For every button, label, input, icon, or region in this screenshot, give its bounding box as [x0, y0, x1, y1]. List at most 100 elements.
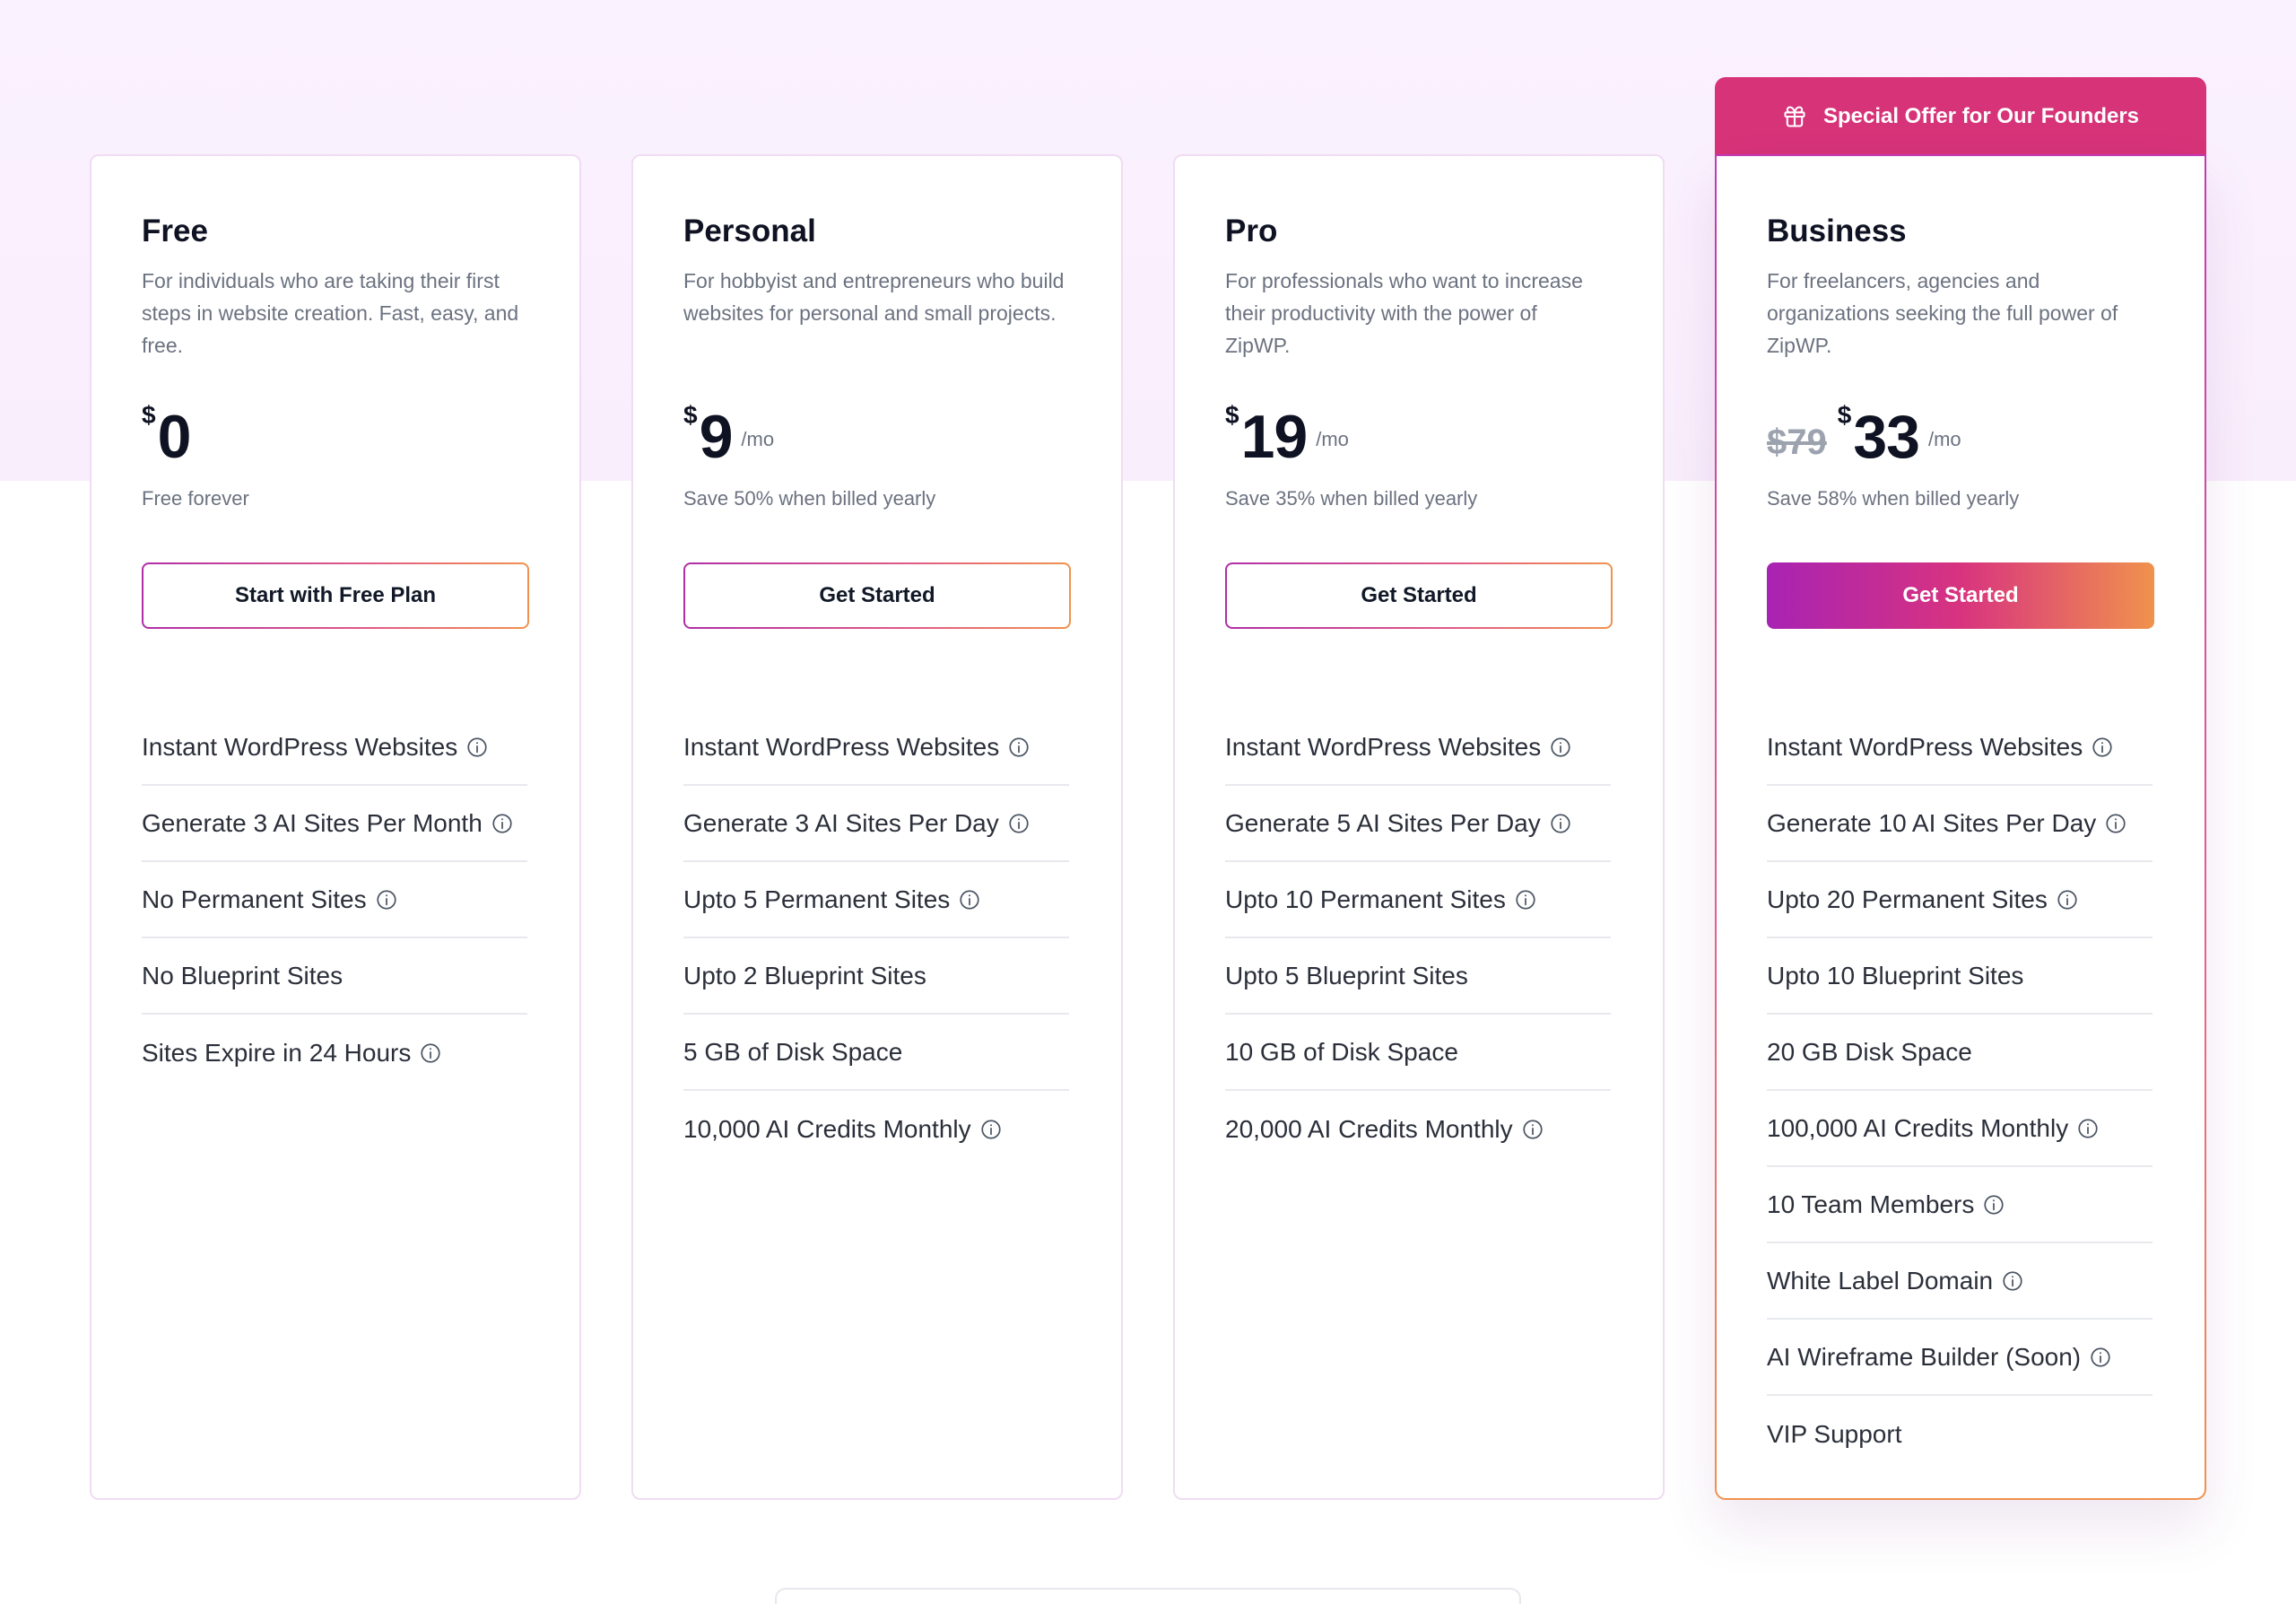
feature-item: Instant WordPress Websites	[683, 710, 1069, 786]
feature-item: 10,000 AI Credits Monthly	[683, 1091, 1069, 1167]
feature-item: 20,000 AI Credits Monthly	[1225, 1091, 1611, 1167]
feature-item: VIP Support	[1767, 1396, 2152, 1472]
feature-item: Generate 5 AI Sites Per Day	[1225, 786, 1611, 862]
info-icon[interactable]	[491, 812, 514, 835]
price-amount: 9	[699, 403, 734, 471]
feature-list: Instant WordPress Websites Generate 3 AI …	[683, 710, 1069, 1167]
price-row: $0	[142, 401, 529, 471]
plan-description: For professionals who want to increase t…	[1225, 269, 1583, 357]
business-cta-button[interactable]: Get Started	[1767, 562, 2154, 629]
feature-list: Instant WordPress Websites Generate 10 AI…	[1767, 710, 2152, 1472]
plan-description: For freelancers, agencies and organizati…	[1767, 269, 2118, 357]
price-amount: 19	[1240, 403, 1309, 471]
feature-label: Generate 3 AI Sites Per Month	[142, 808, 483, 837]
feature-item: White Label Domain	[1767, 1243, 2152, 1320]
feature-item: Sites Expire in 24 Hours	[142, 1015, 527, 1091]
feature-item: Upto 5 Permanent Sites	[683, 862, 1069, 938]
plan-card-pro: Pro For professionals who want to increas…	[1173, 154, 1665, 1500]
info-icon[interactable]	[2076, 1117, 2100, 1140]
info-icon[interactable]	[1007, 812, 1031, 835]
feature-label: Upto 2 Blueprint Sites	[683, 961, 926, 989]
price-currency: $	[1837, 401, 1852, 429]
price-row: $9/mo	[683, 401, 1071, 471]
billing-note: Save 58% when billed yearly	[1767, 487, 2020, 510]
info-icon[interactable]	[1521, 1118, 1544, 1141]
price-row: $19/mo	[1225, 401, 1613, 471]
info-icon[interactable]	[2089, 1346, 2112, 1369]
info-icon[interactable]	[958, 888, 981, 911]
billing-note: Free forever	[142, 487, 249, 510]
free-cta-button[interactable]: Start with Free Plan	[142, 562, 529, 629]
billing-note: Save 35% when billed yearly	[1225, 487, 1478, 510]
feature-label: Generate 10 AI Sites Per Day	[1767, 808, 2097, 837]
feature-item: 100,000 AI Credits Monthly	[1767, 1091, 2152, 1167]
founders-offer-banner: Special Offer for Our Founders	[1715, 77, 2206, 156]
plan-description: For individuals who are taking their fir…	[142, 269, 519, 357]
feature-label: Instant WordPress Websites	[1225, 732, 1542, 761]
plan-card-business: Business For freelancers, agencies and or…	[1715, 154, 2206, 1500]
bottom-panel-edge	[775, 1588, 1521, 1604]
info-icon[interactable]	[1549, 812, 1572, 835]
info-icon[interactable]	[2056, 888, 2079, 911]
info-icon[interactable]	[419, 1042, 442, 1065]
feature-label: 10 GB of Disk Space	[1225, 1037, 1458, 1066]
feature-item: 5 GB of Disk Space	[683, 1015, 1069, 1091]
price-currency: $	[683, 401, 698, 429]
feature-label: Sites Expire in 24 Hours	[142, 1038, 412, 1067]
feature-item: Upto 5 Blueprint Sites	[1225, 938, 1611, 1015]
price-period: /mo	[1927, 428, 1961, 450]
feature-list: Instant WordPress Websites Generate 5 AI …	[1225, 710, 1611, 1167]
feature-item: Instant WordPress Websites	[1225, 710, 1611, 786]
plan-card-personal: Personal For hobbyist and entrepreneurs w…	[631, 154, 1123, 1500]
gift-icon	[1784, 106, 1805, 127]
info-icon[interactable]	[465, 736, 489, 759]
offer-banner-label: Special Offer for Our Founders	[1822, 104, 2140, 128]
feature-label: Upto 5 Blueprint Sites	[1225, 961, 1468, 989]
feature-item: Instant WordPress Websites	[142, 710, 527, 786]
feature-item: Generate 3 AI Sites Per Month	[142, 786, 527, 862]
info-icon[interactable]	[2104, 812, 2127, 835]
plan-card-free: Free For individuals who are taking their…	[90, 154, 581, 1500]
feature-label: VIP Support	[1767, 1419, 1902, 1448]
feature-label: Instant WordPress Websites	[1767, 732, 2083, 761]
feature-item: No Permanent Sites	[142, 862, 527, 938]
info-icon[interactable]	[1514, 888, 1537, 911]
info-icon[interactable]	[979, 1118, 1003, 1141]
personal-cta-button[interactable]: Get Started	[683, 562, 1071, 629]
price-currency: $	[142, 401, 156, 429]
feature-label: Instant WordPress Websites	[142, 732, 458, 761]
feature-item: 20 GB Disk Space	[1767, 1015, 2152, 1091]
price-amount: 0	[157, 403, 192, 471]
feature-label: White Label Domain	[1767, 1266, 1994, 1295]
feature-item: 10 Team Members	[1767, 1167, 2152, 1243]
feature-item: Generate 10 AI Sites Per Day	[1767, 786, 2152, 862]
plan-name: Pro	[1225, 214, 1278, 248]
info-icon[interactable]	[1007, 736, 1031, 759]
info-icon[interactable]	[1549, 736, 1572, 759]
price-row: $79 $33/mo	[1767, 401, 2154, 467]
feature-item: Upto 20 Permanent Sites	[1767, 862, 2152, 938]
price-currency: $	[1225, 401, 1239, 429]
feature-label: Generate 3 AI Sites Per Day	[683, 808, 999, 837]
feature-item: Generate 3 AI Sites Per Day	[683, 786, 1069, 862]
feature-item: No Blueprint Sites	[142, 938, 527, 1015]
info-icon[interactable]	[1982, 1193, 2005, 1216]
info-icon[interactable]	[2001, 1269, 2024, 1293]
feature-item: Upto 10 Blueprint Sites	[1767, 938, 2152, 1015]
plan-name: Personal	[683, 214, 816, 248]
feature-label: 20 GB Disk Space	[1767, 1037, 1972, 1066]
feature-item: Instant WordPress Websites	[1767, 710, 2152, 786]
pro-cta-button[interactable]: Get Started	[1225, 562, 1613, 629]
info-icon[interactable]	[2091, 736, 2114, 759]
info-icon[interactable]	[375, 888, 398, 911]
feature-label: AI Wireframe Builder (Soon)	[1767, 1342, 2082, 1371]
original-price: $79	[1767, 423, 1827, 462]
plan-name: Business	[1767, 214, 1907, 248]
feature-label: Generate 5 AI Sites Per Day	[1225, 808, 1541, 837]
feature-item: Upto 10 Permanent Sites	[1225, 862, 1611, 938]
plan-name: Free	[142, 214, 208, 248]
billing-note: Save 50% when billed yearly	[683, 487, 936, 510]
feature-label: 20,000 AI Credits Monthly	[1225, 1114, 1513, 1143]
feature-label: No Blueprint Sites	[142, 961, 344, 989]
feature-label: 100,000 AI Credits Monthly	[1767, 1113, 2069, 1142]
